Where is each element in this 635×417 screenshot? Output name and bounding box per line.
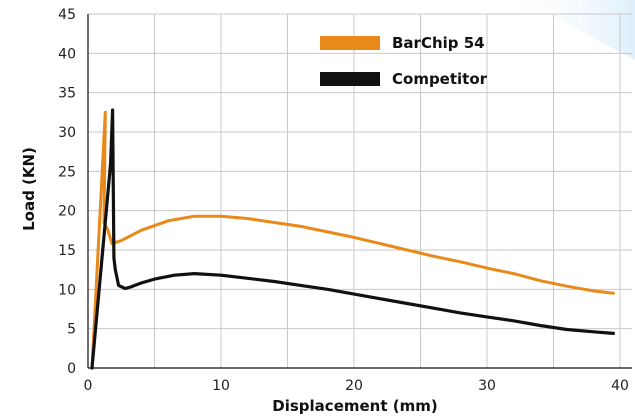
y-tick-label: 15 xyxy=(58,243,76,259)
grid-layer xyxy=(88,13,632,368)
y-axis-label: Load (KN) xyxy=(20,147,38,231)
series-line-competitor xyxy=(90,108,615,370)
x-tick-label: 40 xyxy=(611,378,629,394)
x-tick-label: 30 xyxy=(478,378,496,394)
y-tick-label: 40 xyxy=(58,46,76,62)
y-tick-label: 20 xyxy=(58,204,76,220)
legend-swatch-barchip-54 xyxy=(320,36,380,50)
legend: BarChip 54 Competitor xyxy=(320,34,488,88)
x-tick-label: 20 xyxy=(345,378,363,394)
y-tick-label: 35 xyxy=(58,86,76,102)
y-tick-label: 0 xyxy=(67,361,76,377)
legend-swatch-competitor xyxy=(320,72,380,86)
tick-layer: 0 5 10 15 20 25 30 35 40 45 0 10 20 30 40 xyxy=(58,7,629,394)
y-tick-label: 5 xyxy=(67,322,76,338)
series-line-barchip-54 xyxy=(90,110,615,370)
x-axis-label: Displacement (mm) xyxy=(272,397,437,415)
x-tick-label: 10 xyxy=(212,378,230,394)
legend-label-barchip-54: BarChip 54 xyxy=(392,34,485,52)
background-decoration xyxy=(500,0,635,60)
y-tick-label: 45 xyxy=(58,7,76,23)
series-layer xyxy=(90,108,615,370)
axis-layer xyxy=(87,14,632,369)
y-tick-label: 25 xyxy=(58,164,76,180)
y-tick-label: 10 xyxy=(58,282,76,298)
x-tick-label: 0 xyxy=(84,378,93,394)
legend-label-competitor: Competitor xyxy=(392,70,488,88)
y-tick-label: 30 xyxy=(58,125,76,141)
